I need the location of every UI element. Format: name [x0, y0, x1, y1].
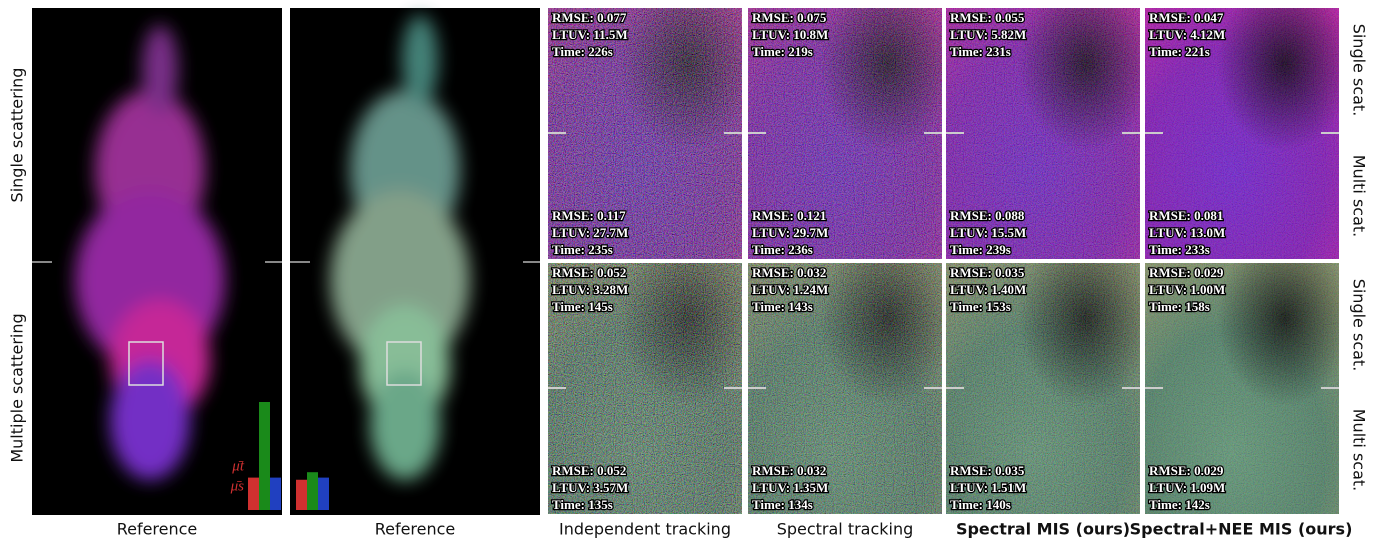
row-label: Multiple scattering	[8, 313, 27, 462]
stat-label: Time: 221s	[1149, 44, 1210, 59]
panel-noise	[1145, 8, 1339, 259]
stat-label: Time: 226s	[552, 44, 613, 59]
stat-label: RMSE: 0.032	[752, 265, 826, 280]
stat-label: LTUV: 1.51M	[950, 480, 1026, 495]
panel-noise	[548, 263, 742, 514]
stat-label: RMSE: 0.029	[1149, 463, 1224, 478]
stat-label: LTUV: 3.57M	[552, 480, 628, 495]
coefficient-bar	[259, 402, 270, 510]
stat-label: LTUV: 1.35M	[752, 480, 828, 495]
side-label: Multi scat.	[1350, 409, 1369, 492]
stat-label: LTUV: 1.24M	[752, 282, 828, 297]
stat-label: RMSE: 0.047	[1149, 10, 1224, 25]
stat-label: Time: 235s	[552, 242, 613, 257]
stat-label: Time: 134s	[752, 497, 813, 512]
coefficient-bar	[307, 472, 318, 510]
stat-label: RMSE: 0.055	[950, 10, 1025, 25]
stat-label: RMSE: 0.081	[1149, 208, 1223, 223]
stat-label: LTUV: 10.8M	[752, 27, 828, 42]
stat-label: Time: 219s	[752, 44, 813, 59]
coefficient-bar	[248, 477, 259, 510]
crop-panel: RMSE: 0.052 LTUV: 3.28M Time: 145s RMSE: 0.…	[548, 263, 742, 514]
stat-label: RMSE: 0.032	[752, 463, 826, 478]
stat-label: Time: 143s	[752, 299, 813, 314]
stat-label: Time: 145s	[552, 299, 613, 314]
reference-magenta	[32, 8, 282, 515]
panel-noise	[1145, 263, 1339, 514]
stat-label: LTUV: 4.12M	[1149, 27, 1225, 42]
stat-label: Time: 158s	[1149, 299, 1210, 314]
stat-label: RMSE: 0.029	[1149, 265, 1224, 280]
panel-noise	[748, 8, 942, 259]
stat-label: Time: 153s	[950, 299, 1011, 314]
stat-label: LTUV: 27.7M	[552, 225, 628, 240]
coefficient-bar	[296, 479, 307, 510]
column-caption: Spectral+NEE MIS (ours)	[1130, 520, 1353, 539]
side-label: Single scat.	[1350, 24, 1369, 117]
side-label: Multi scat.	[1350, 155, 1369, 238]
stat-label: LTUV: 29.7M	[752, 225, 828, 240]
stat-label: LTUV: 3.28M	[552, 282, 628, 297]
stat-label: Time: 233s	[1149, 242, 1210, 257]
coefficient-label: μ̄s	[230, 478, 245, 494]
reference-green	[290, 8, 540, 515]
stat-label: RMSE: 0.052	[552, 265, 626, 280]
stat-label: RMSE: 0.035	[950, 463, 1025, 478]
crop-panel: RMSE: 0.077 LTUV: 11.5M Time: 226s RMSE: 0.…	[548, 8, 742, 259]
stat-label: RMSE: 0.052	[552, 463, 626, 478]
crop-panel: RMSE: 0.075 LTUV: 10.8M Time: 219s RMSE: 0.…	[748, 8, 942, 259]
column-caption: Reference	[117, 520, 198, 539]
stat-label: Time: 135s	[552, 497, 613, 512]
stat-label: LTUV: 13.0M	[1149, 225, 1225, 240]
coefficient-bar	[270, 477, 281, 510]
crop-panel: RMSE: 0.047 LTUV: 4.12M Time: 221s RMSE: 0.…	[1145, 8, 1339, 259]
crop-panel: RMSE: 0.055 LTUV: 5.82M Time: 231s RMSE: 0.…	[946, 8, 1140, 259]
stat-label: LTUV: 1.40M	[950, 282, 1026, 297]
side-label: Single scat.	[1350, 279, 1369, 372]
coefficient-bar	[318, 477, 329, 510]
stat-label: RMSE: 0.075	[752, 10, 827, 25]
crop-panel: RMSE: 0.032 LTUV: 1.24M Time: 143s RMSE: 0.…	[748, 263, 942, 514]
column-caption: Independent tracking	[559, 520, 731, 539]
panel-noise	[748, 263, 942, 514]
stat-label: Time: 231s	[950, 44, 1011, 59]
stat-label: LTUV: 1.09M	[1149, 480, 1225, 495]
stat-label: RMSE: 0.035	[950, 265, 1025, 280]
stat-label: LTUV: 1.00M	[1149, 282, 1225, 297]
panel-noise	[946, 8, 1140, 259]
column-caption: Spectral MIS (ours)	[956, 520, 1130, 539]
stat-label: RMSE: 0.117	[552, 208, 626, 223]
stat-label: LTUV: 15.5M	[950, 225, 1026, 240]
stat-label: Time: 239s	[950, 242, 1011, 257]
stat-label: RMSE: 0.088	[950, 208, 1025, 223]
panel-noise	[946, 263, 1140, 514]
stat-label: RMSE: 0.121	[752, 208, 826, 223]
stat-label: Time: 142s	[1149, 497, 1210, 512]
row-label: Single scattering	[8, 68, 27, 203]
stat-label: Time: 236s	[752, 242, 813, 257]
stat-label: LTUV: 5.82M	[950, 27, 1026, 42]
stat-label: LTUV: 11.5M	[552, 27, 628, 42]
crop-panel: RMSE: 0.035 LTUV: 1.40M Time: 153s RMSE: 0.…	[946, 263, 1140, 514]
stat-label: RMSE: 0.077	[552, 10, 627, 25]
panel-noise	[548, 8, 742, 259]
column-caption: Spectral tracking	[777, 520, 914, 539]
coefficient-label: μ̄t	[231, 458, 245, 474]
stat-label: Time: 140s	[950, 497, 1011, 512]
crop-panel: RMSE: 0.029 LTUV: 1.00M Time: 158s RMSE: 0.…	[1145, 263, 1339, 514]
column-caption: Reference	[375, 520, 456, 539]
